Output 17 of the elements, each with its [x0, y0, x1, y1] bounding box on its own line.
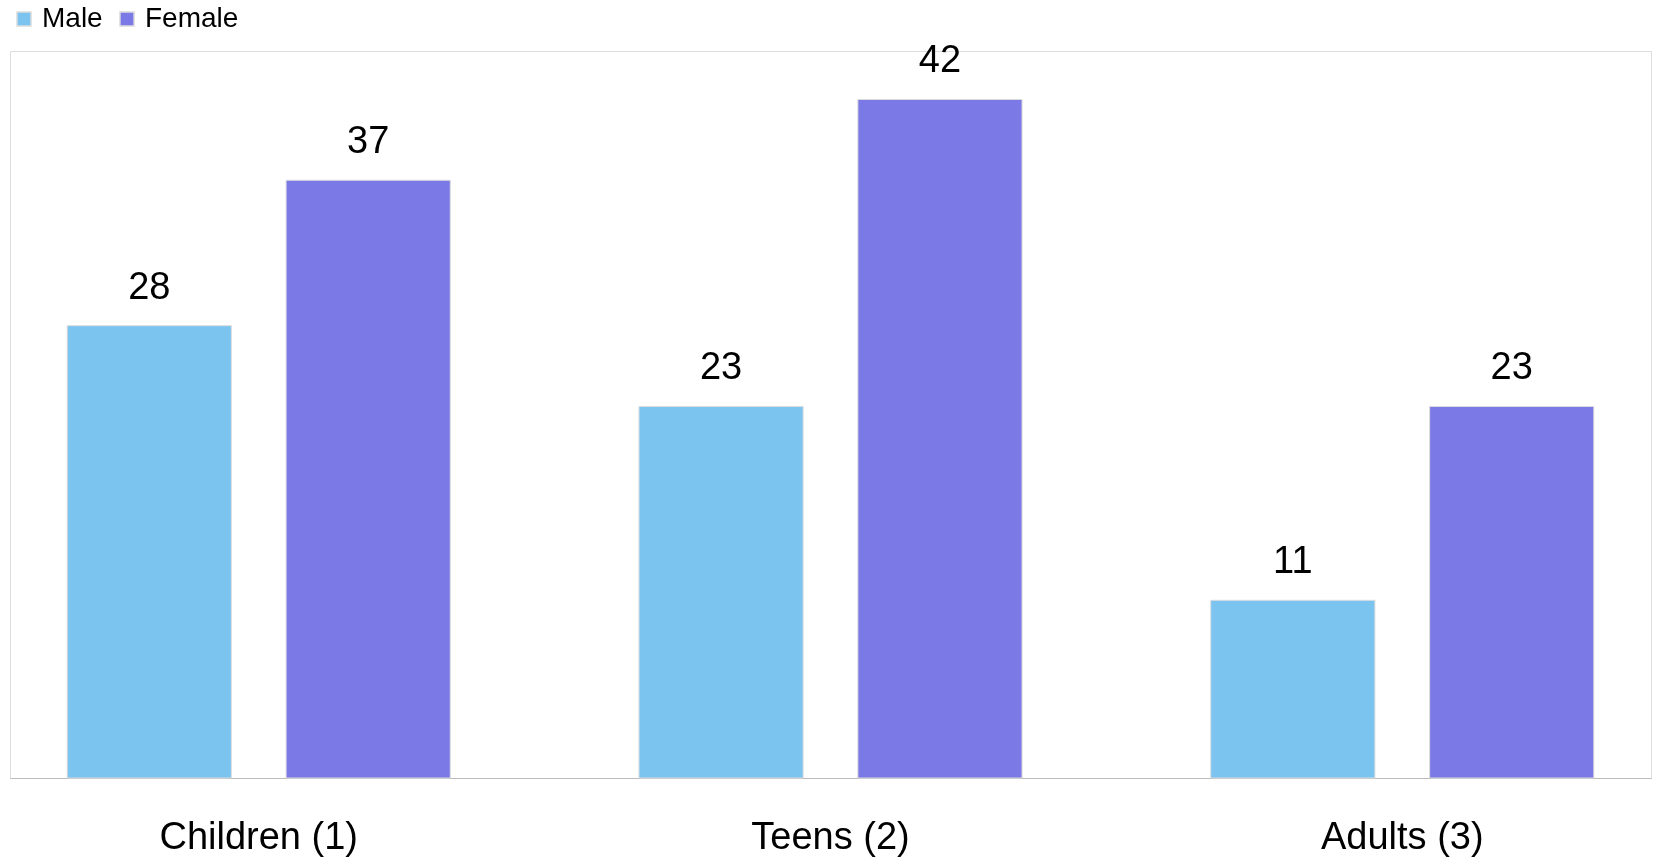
data-label: 42 [918, 38, 962, 81]
legend-label: Female [145, 2, 239, 33]
x-tick-label: Adults (3) [1320, 814, 1484, 857]
bar [638, 405, 804, 779]
bar [285, 179, 451, 779]
bar [66, 325, 232, 779]
data-label: 23 [1490, 345, 1533, 388]
x-tick-label: Teens (2) [751, 814, 910, 857]
bar [857, 98, 1023, 779]
data-label: 23 [699, 345, 743, 388]
x-tick-label: Children (1) [159, 814, 358, 857]
data-label: 28 [128, 264, 171, 307]
bar [1210, 599, 1376, 779]
legend-label: Male [42, 2, 103, 33]
bar [1429, 405, 1595, 779]
data-label: 37 [347, 119, 390, 162]
data-label: 11 [1273, 539, 1313, 582]
